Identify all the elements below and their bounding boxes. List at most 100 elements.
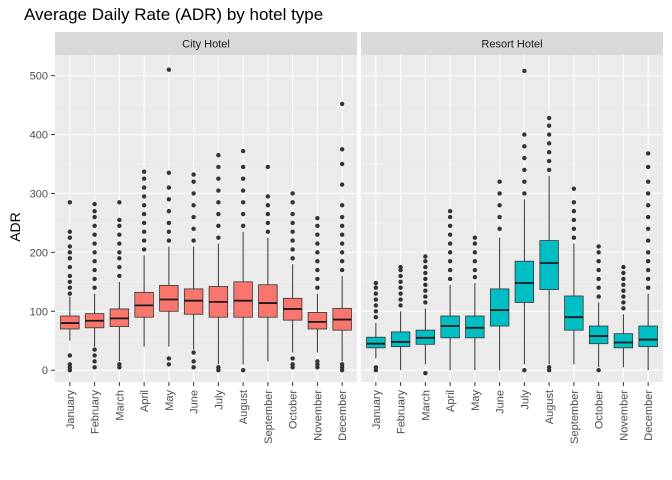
outlier-point bbox=[92, 276, 97, 282]
outlier-point bbox=[315, 359, 320, 364]
outlier-point bbox=[265, 220, 271, 226]
outlier-point bbox=[92, 285, 97, 290]
iqr-box bbox=[159, 284, 179, 312]
outlier-point bbox=[141, 169, 147, 174]
outlier-point bbox=[497, 179, 502, 184]
box-march bbox=[415, 254, 436, 376]
outlier-point bbox=[92, 359, 97, 364]
outlier-point bbox=[92, 208, 97, 214]
outlier-point bbox=[191, 191, 196, 196]
x-tick-label: May bbox=[164, 390, 176, 411]
outlier-point bbox=[240, 188, 246, 193]
box-november bbox=[307, 216, 328, 370]
outlier-point bbox=[447, 259, 453, 264]
outlier-point bbox=[546, 150, 552, 155]
box-december bbox=[332, 101, 352, 373]
outlier-point bbox=[92, 365, 97, 370]
outlier-point bbox=[191, 179, 196, 184]
outlier-point bbox=[398, 303, 403, 308]
outlier-point bbox=[141, 185, 147, 190]
box-may bbox=[159, 67, 179, 367]
outlier-point bbox=[645, 276, 651, 282]
outlier-point bbox=[398, 297, 403, 302]
outlier-point bbox=[191, 238, 196, 243]
x-tick-label: June bbox=[189, 390, 201, 414]
outlier-point bbox=[447, 250, 453, 255]
x-tick-label: April bbox=[445, 390, 457, 412]
outlier-point bbox=[166, 229, 172, 234]
x-tick-label: November bbox=[618, 390, 630, 441]
outlier-point bbox=[447, 276, 453, 282]
chart-title: Average Daily Rate (ADR) by hotel type bbox=[24, 5, 324, 24]
outlier-point bbox=[497, 214, 502, 220]
outlier-point bbox=[216, 164, 221, 170]
box-june bbox=[489, 179, 510, 371]
outlier-point bbox=[117, 256, 122, 261]
outlier-point bbox=[315, 276, 320, 282]
box-july bbox=[208, 152, 229, 373]
outlier-point bbox=[67, 273, 73, 279]
outlier-point bbox=[117, 264, 122, 270]
outlier-point bbox=[166, 185, 172, 190]
x-tick-label: September bbox=[263, 390, 275, 444]
outlier-point bbox=[117, 273, 122, 279]
outlier-point bbox=[596, 259, 601, 264]
outlier-point bbox=[546, 167, 552, 173]
panel-background bbox=[361, 55, 663, 382]
outlier-point bbox=[621, 282, 626, 287]
outlier-point bbox=[216, 235, 221, 240]
outlier-point bbox=[67, 200, 73, 205]
outlier-point bbox=[339, 101, 345, 107]
outlier-point bbox=[339, 362, 345, 367]
outlier-point bbox=[141, 211, 147, 217]
outlier-point bbox=[645, 203, 651, 208]
outlier-point bbox=[546, 141, 552, 146]
outlier-point bbox=[290, 200, 295, 205]
outlier-point bbox=[290, 362, 295, 367]
outlier-point bbox=[339, 223, 345, 229]
outlier-point bbox=[67, 250, 73, 255]
outlier-point bbox=[571, 186, 577, 191]
y-tick-label: 300 bbox=[30, 188, 48, 200]
outlier-point bbox=[398, 273, 403, 279]
outlier-point bbox=[141, 238, 147, 243]
box-june bbox=[183, 172, 204, 370]
outlier-point bbox=[546, 132, 552, 137]
outlier-point bbox=[423, 370, 428, 376]
outlier-point bbox=[373, 309, 379, 314]
outlier-point bbox=[141, 194, 147, 199]
outlier-point bbox=[191, 203, 196, 208]
outlier-point bbox=[92, 267, 97, 273]
outlier-point bbox=[315, 250, 320, 255]
outlier-point bbox=[339, 182, 345, 187]
outlier-point bbox=[398, 285, 403, 290]
x-tick-label: March bbox=[420, 390, 432, 421]
outlier-point bbox=[621, 264, 626, 270]
outlier-point bbox=[596, 250, 601, 255]
facet-strip-label: Resort Hotel bbox=[481, 39, 542, 51]
box-august bbox=[539, 115, 559, 373]
outlier-point bbox=[398, 291, 403, 296]
outlier-point bbox=[373, 291, 379, 296]
outlier-point bbox=[596, 368, 601, 373]
outlier-point bbox=[166, 362, 172, 367]
outlier-point bbox=[67, 279, 73, 285]
outlier-point bbox=[339, 232, 345, 237]
outlier-point bbox=[216, 365, 221, 370]
outlier-point bbox=[290, 256, 295, 261]
outlier-point bbox=[522, 167, 527, 173]
iqr-box bbox=[588, 325, 609, 345]
outlier-point bbox=[447, 232, 453, 237]
outlier-point bbox=[423, 259, 428, 264]
outlier-point bbox=[423, 294, 428, 299]
outlier-point bbox=[92, 232, 97, 237]
outlier-point bbox=[596, 276, 601, 282]
outlier-point bbox=[216, 211, 221, 217]
outlier-point bbox=[645, 238, 651, 243]
y-tick-label: 400 bbox=[30, 130, 48, 142]
outlier-point bbox=[596, 294, 601, 299]
outlier-point bbox=[645, 151, 651, 156]
outlier-point bbox=[522, 155, 527, 161]
outlier-point bbox=[423, 288, 428, 293]
